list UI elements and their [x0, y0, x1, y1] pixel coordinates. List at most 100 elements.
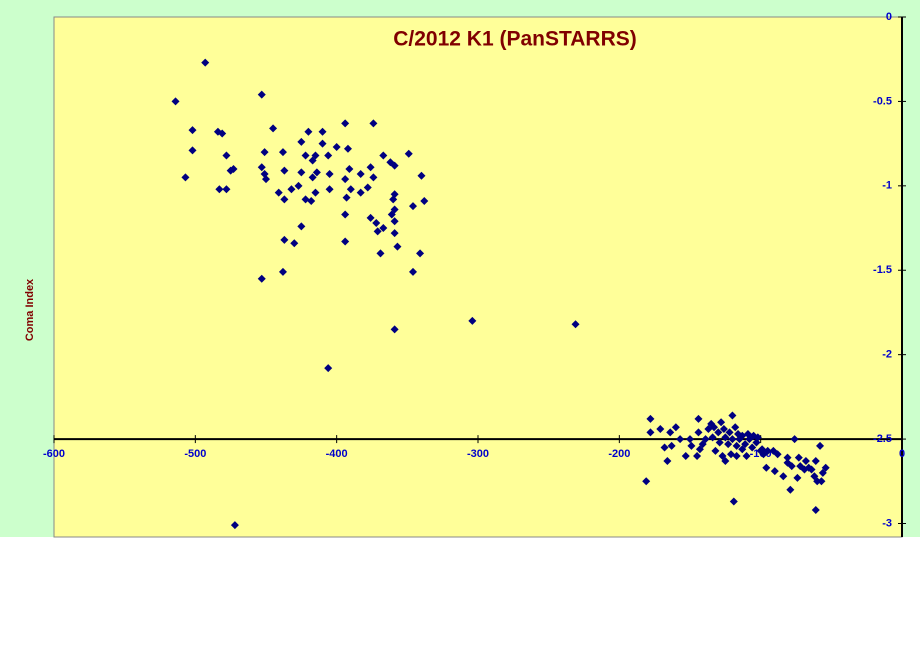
point: [366, 213, 375, 222]
x-tick-label: 0: [899, 448, 905, 460]
point: [325, 185, 334, 194]
point: [343, 144, 352, 153]
y-tick-label: -2: [882, 349, 892, 361]
point: [762, 463, 771, 472]
chart-title: C/2012 K1 (PanSTARRS): [393, 28, 637, 51]
point: [215, 185, 224, 194]
point: [663, 457, 672, 466]
point: [748, 443, 757, 452]
point: [420, 197, 429, 206]
x-tick-label: -500: [184, 448, 206, 460]
point: [741, 440, 750, 449]
y-axis-label: Coma Index: [24, 278, 36, 341]
y-tick-label: -1: [882, 180, 892, 192]
point: [693, 451, 702, 460]
point: [660, 443, 669, 452]
point: [341, 119, 350, 128]
point: [311, 151, 320, 160]
point: [262, 175, 270, 184]
point: [278, 267, 287, 276]
point: [287, 185, 296, 194]
point: [571, 320, 580, 329]
point: [280, 166, 289, 175]
point: [656, 424, 665, 433]
point: [379, 224, 388, 233]
point: [341, 210, 350, 219]
point: [297, 137, 306, 146]
point: [732, 441, 741, 450]
point: [729, 497, 738, 506]
point: [687, 441, 696, 450]
point: [787, 462, 796, 471]
point: [817, 477, 826, 486]
point: [278, 148, 287, 157]
point: [390, 217, 399, 226]
point: [721, 433, 730, 442]
x-tick-label: -300: [467, 448, 489, 460]
y-tick-label: -2.5: [873, 433, 892, 445]
point: [257, 274, 266, 283]
point: [297, 222, 306, 231]
point: [731, 423, 740, 432]
point: [773, 450, 782, 459]
point: [188, 126, 197, 135]
point: [708, 433, 717, 442]
point: [390, 161, 399, 170]
point: [642, 477, 651, 486]
point: [294, 181, 303, 190]
point: [390, 229, 399, 238]
y-tick-label: 0: [886, 11, 892, 23]
point: [742, 451, 751, 460]
point: [786, 485, 795, 494]
point: [274, 188, 283, 197]
point: [681, 451, 690, 460]
point: [807, 465, 816, 474]
point: [318, 127, 327, 136]
point: [372, 218, 381, 227]
point: [373, 227, 382, 236]
y-tick-label: -1.5: [873, 264, 892, 276]
point: [646, 428, 655, 437]
point: [719, 424, 728, 433]
point: [218, 129, 227, 138]
point: [312, 168, 321, 177]
point: [721, 457, 730, 466]
point: [369, 119, 378, 128]
point: [408, 202, 417, 211]
point: [694, 428, 703, 437]
point: [356, 188, 365, 197]
point: [813, 477, 822, 486]
y-tick-label: -0.5: [873, 95, 892, 107]
point: [753, 433, 762, 442]
point: [676, 435, 685, 444]
point: [793, 473, 802, 482]
point: [714, 428, 723, 437]
point: [366, 163, 375, 172]
point: [230, 521, 239, 530]
y-tick-label: -3: [882, 517, 892, 529]
point: [783, 453, 792, 462]
point: [332, 143, 341, 151]
point: [307, 197, 316, 206]
point: [341, 237, 350, 246]
point: [325, 170, 334, 179]
point: [408, 267, 417, 276]
point: [393, 242, 402, 251]
point: [666, 428, 675, 437]
point: [345, 164, 354, 173]
point: [790, 435, 799, 444]
point: [379, 151, 388, 160]
point: [308, 173, 317, 182]
point: [694, 414, 703, 423]
point: [311, 188, 320, 197]
point: [770, 467, 779, 476]
point: [390, 205, 399, 214]
point: [671, 423, 680, 432]
point: [222, 185, 231, 194]
point: [342, 193, 351, 202]
point: [763, 446, 772, 455]
point: [667, 441, 676, 450]
point: [301, 151, 310, 160]
x-tick-label: -200: [608, 448, 630, 460]
